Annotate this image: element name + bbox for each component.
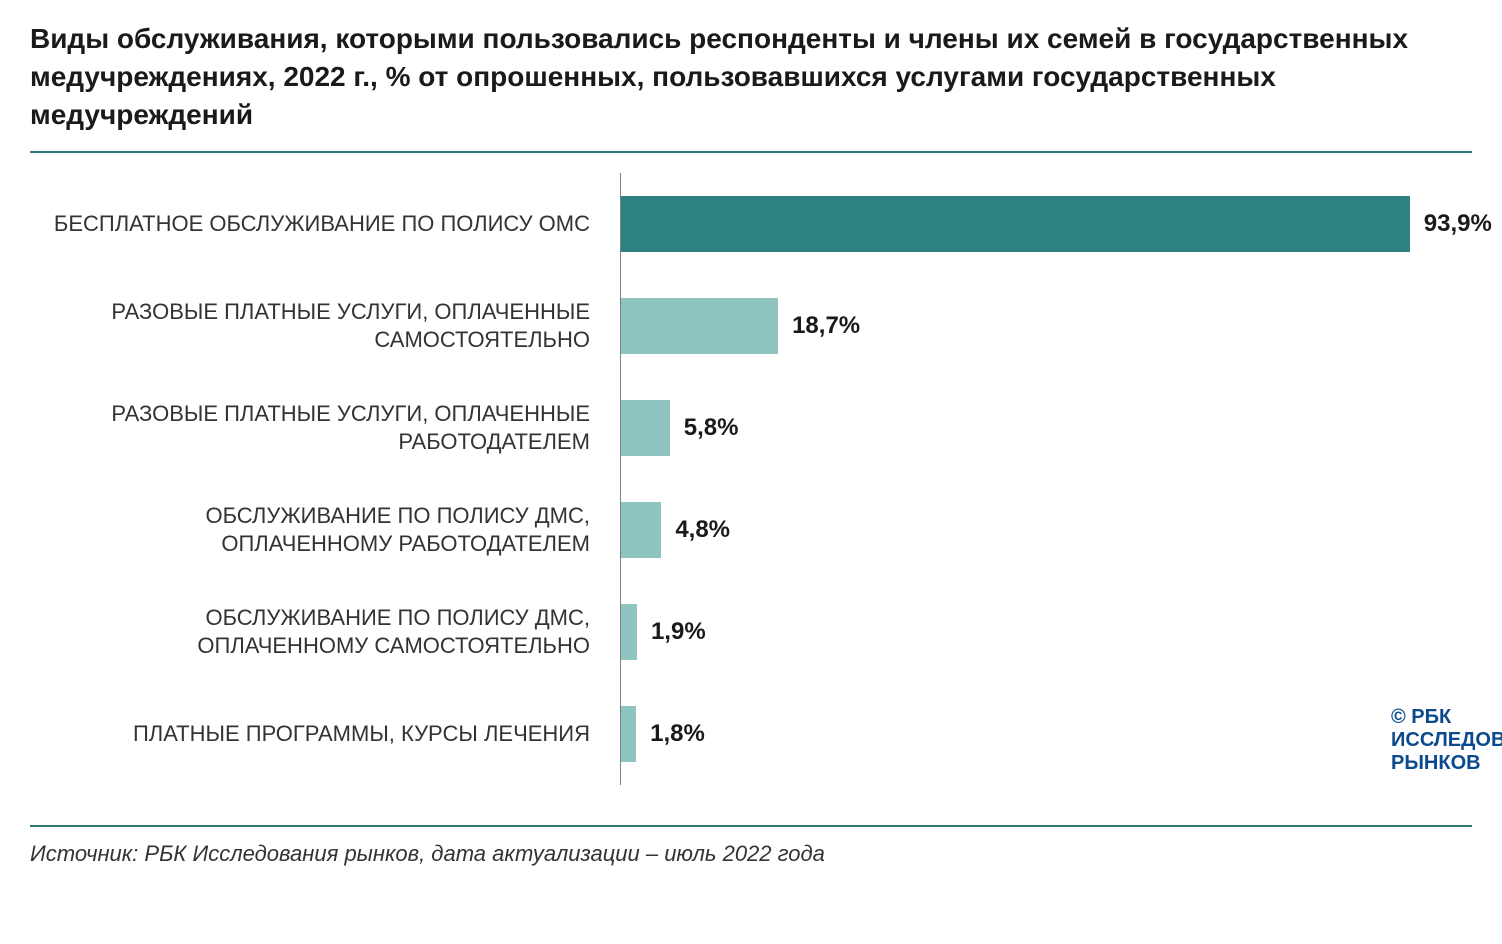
bar-row: 5,8% xyxy=(621,377,1492,479)
category-label: ОБСЛУЖИВАНИЕ ПО ПОЛИСУ ДМС, ОПЛАЧЕННОМУ … xyxy=(30,604,620,661)
label-row: ПЛАТНЫЕ ПРОГРАММЫ, КУРСЫ ЛЕЧЕНИЯ xyxy=(30,683,620,785)
value-label: 5,8% xyxy=(684,414,739,442)
chart-area: БЕСПЛАТНОЕ ОБСЛУЖИВАНИЕ ПО ПОЛИСУ ОМС РАЗ… xyxy=(30,153,1472,825)
label-row: ОБСЛУЖИВАНИЕ ПО ПОЛИСУ ДМС, ОПЛАЧЕННОМУ … xyxy=(30,581,620,683)
labels-column: БЕСПЛАТНОЕ ОБСЛУЖИВАНИЕ ПО ПОЛИСУ ОМС РАЗ… xyxy=(30,173,620,785)
value-label: 1,9% xyxy=(651,618,706,646)
copyright-text: © РБК ИССЛЕДОВАНИЯ РЫНКОВ xyxy=(1391,706,1502,775)
value-label: 4,8% xyxy=(675,516,730,544)
bottom-separator xyxy=(30,825,1472,827)
category-label: РАЗОВЫЕ ПЛАТНЫЕ УСЛУГИ, ОПЛАЧЕННЫЕ САМОС… xyxy=(30,298,620,355)
bar-row: 18,7% xyxy=(621,275,1492,377)
bar xyxy=(621,400,670,456)
bar-row: 93,9% xyxy=(621,173,1492,275)
bar xyxy=(621,706,636,762)
source-note: Источник: РБК Исследования рынков, дата … xyxy=(30,841,1472,867)
value-label: 1,8% xyxy=(650,720,705,748)
category-label: ОБСЛУЖИВАНИЕ ПО ПОЛИСУ ДМС, ОПЛАЧЕННОМУ … xyxy=(30,502,620,559)
value-label: 18,7% xyxy=(792,312,860,340)
bar xyxy=(621,604,637,660)
category-label: РАЗОВЫЕ ПЛАТНЫЕ УСЛУГИ, ОПЛАЧЕННЫЕ РАБОТ… xyxy=(30,400,620,457)
category-label: БЕСПЛАТНОЕ ОБСЛУЖИВАНИЕ ПО ПОЛИСУ ОМС xyxy=(30,210,620,239)
category-label: ПЛАТНЫЕ ПРОГРАММЫ, КУРСЫ ЛЕЧЕНИЯ xyxy=(30,720,620,749)
label-row: РАЗОВЫЕ ПЛАТНЫЕ УСЛУГИ, ОПЛАЧЕННЫЕ САМОС… xyxy=(30,275,620,377)
bar-row: 1,9% xyxy=(621,581,1492,683)
bar xyxy=(621,196,1410,252)
bars-column: 93,9%18,7%5,8%4,8%1,9%1,8%© РБК ИССЛЕДОВ… xyxy=(620,173,1492,785)
chart-title: Виды обслуживания, которыми пользовались… xyxy=(30,20,1472,133)
label-row: БЕСПЛАТНОЕ ОБСЛУЖИВАНИЕ ПО ПОЛИСУ ОМС xyxy=(30,173,620,275)
bar-row: 4,8% xyxy=(621,479,1492,581)
label-row: ОБСЛУЖИВАНИЕ ПО ПОЛИСУ ДМС, ОПЛАЧЕННОМУ … xyxy=(30,479,620,581)
bar-row: 1,8% xyxy=(621,683,1492,785)
bar xyxy=(621,298,778,354)
value-label: 93,9% xyxy=(1424,210,1492,238)
label-row: РАЗОВЫЕ ПЛАТНЫЕ УСЛУГИ, ОПЛАЧЕННЫЕ РАБОТ… xyxy=(30,377,620,479)
bar xyxy=(621,502,661,558)
